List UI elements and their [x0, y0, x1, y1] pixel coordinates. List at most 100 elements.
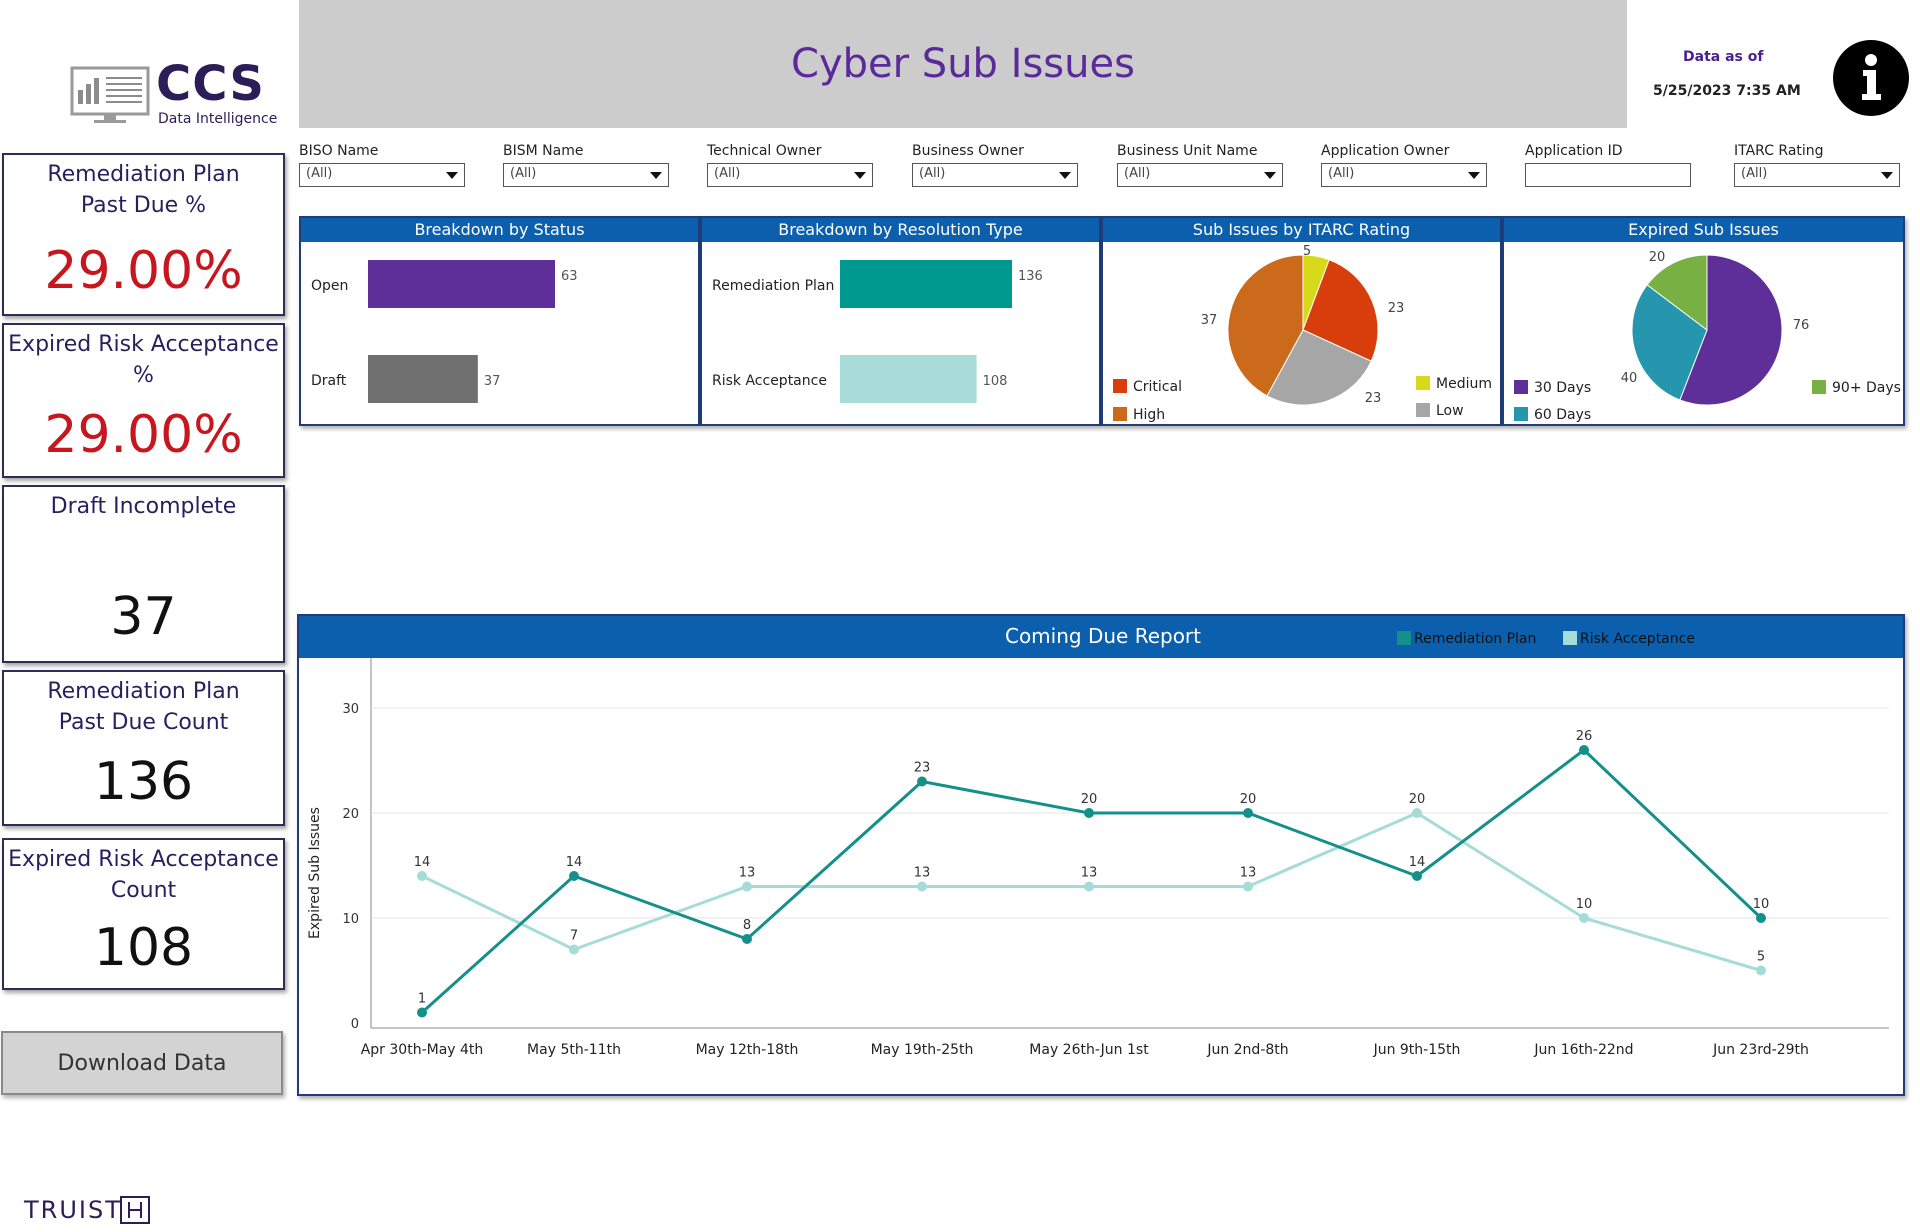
data-point[interactable]: [417, 871, 427, 881]
legend-label: Remediation Plan: [1414, 631, 1537, 647]
bar[interactable]: [840, 355, 977, 403]
legend-swatch: [1113, 379, 1127, 393]
data-point[interactable]: [1243, 881, 1253, 892]
filter-dropdown[interactable]: (All): [1117, 163, 1283, 187]
bar-value-label: 37: [484, 374, 501, 389]
filter-dropdown[interactable]: (All): [1734, 163, 1900, 187]
chevron-down-icon: [650, 172, 662, 179]
kpi-title: Expired Risk Acceptance%: [8, 332, 279, 388]
legend-item-remediation-plan[interactable]: Remediation Plan: [1397, 631, 1536, 647]
legend-label: High: [1133, 407, 1165, 423]
data-point[interactable]: [1412, 871, 1422, 881]
filter-dropdown[interactable]: (All): [299, 163, 465, 187]
filter-input[interactable]: [1525, 163, 1691, 187]
bar[interactable]: [368, 355, 478, 403]
bar[interactable]: [840, 260, 1012, 308]
legend-label: 30 Days: [1534, 380, 1591, 396]
data-point[interactable]: [1084, 881, 1094, 892]
filter-dropdown[interactable]: (All): [707, 163, 873, 187]
data-label: 23: [914, 761, 931, 776]
y-tick-label: 10: [342, 912, 359, 927]
download-data-button[interactable]: Download Data: [1, 1031, 283, 1095]
chevron-down-icon: [854, 172, 866, 179]
chevron-down-icon: [1468, 172, 1480, 179]
pie-value-label: 40: [1621, 371, 1638, 386]
data-label: 8: [743, 918, 751, 933]
filter-application-owner: Application Owner (All): [1321, 143, 1487, 187]
data-point[interactable]: [1412, 808, 1422, 818]
series-line[interactable]: [420, 748, 1763, 1014]
coming-due-report-panel: Coming Due Report Remediation Plan Risk …: [297, 614, 1905, 1096]
filter-dropdown[interactable]: (All): [912, 163, 1078, 187]
data-as-of-value: 5/25/2023 7:35 AM: [1653, 83, 1801, 99]
kpi-value: 37: [110, 587, 177, 647]
x-tick-label: May 26th-Jun 1st: [1029, 1042, 1149, 1058]
data-point[interactable]: [1243, 808, 1253, 818]
data-label: 20: [1240, 792, 1257, 807]
kpi-title: Remediation Plan Past Due %: [47, 162, 240, 218]
data-point[interactable]: [917, 881, 927, 892]
filter-label: Application ID: [1525, 143, 1623, 159]
bar-category-label: Open: [311, 278, 348, 294]
legend-label: Medium: [1436, 376, 1492, 392]
pie-slice[interactable]: [1646, 254, 1708, 332]
data-point[interactable]: [417, 1007, 427, 1018]
panel-title: Expired Sub Issues: [1504, 218, 1903, 242]
filter-label: Application Owner: [1321, 143, 1450, 159]
legend-swatch: [1416, 403, 1430, 417]
data-point[interactable]: [1756, 913, 1766, 923]
expired-sub-issues-panel: Expired Sub Issues 76 40 20 30 Days 60 Days 9…: [1502, 216, 1905, 426]
filter-value: (All): [1328, 166, 1355, 181]
data-label: 13: [1081, 866, 1098, 881]
info-button[interactable]: [1833, 40, 1909, 116]
kpi-title: Remediation Plan Past Due Count: [47, 679, 240, 735]
kpi-title: Draft Incomplete: [50, 494, 237, 519]
filter-dropdown[interactable]: (All): [1321, 163, 1487, 187]
pie-slice[interactable]: [1227, 254, 1304, 397]
info-icon: [1862, 54, 1881, 100]
legend-label: Risk Acceptance: [1580, 631, 1695, 647]
data-point[interactable]: [1579, 745, 1589, 755]
data-label: 13: [914, 866, 931, 881]
bar-category-label: Draft: [311, 373, 347, 389]
data-point[interactable]: [742, 881, 752, 892]
data-label: 14: [1409, 855, 1426, 870]
legend-item-risk-acceptance[interactable]: Risk Acceptance: [1563, 631, 1695, 647]
legend-swatch: [1563, 631, 1577, 645]
data-point[interactable]: [569, 871, 579, 881]
filter-dropdown[interactable]: (All): [503, 163, 669, 187]
series-line[interactable]: [421, 811, 1762, 972]
bar-category-label: Remediation Plan: [712, 278, 834, 294]
data-label: 5: [1757, 950, 1765, 965]
data-point[interactable]: [1579, 913, 1589, 923]
kpi-value: 29.00%: [44, 405, 243, 465]
legend-swatch: [1397, 631, 1411, 645]
chart-title: Coming Due Report: [1004, 624, 1201, 648]
data-point[interactable]: [742, 934, 752, 944]
data-point[interactable]: [917, 776, 927, 787]
pie-value-label: 37: [1201, 313, 1218, 328]
filter-technical-owner: Technical Owner (All): [707, 143, 873, 187]
pie-slice[interactable]: [1302, 259, 1379, 362]
ccs-logo: CCS Data Intelligence: [70, 56, 280, 132]
filter-business-owner: Business Owner (All): [912, 143, 1078, 187]
kpi-draft-incomplete: Draft Incomplete 37: [2, 485, 285, 663]
chart-header: Coming Due Report Remediation Plan Risk …: [299, 616, 1903, 658]
data-point[interactable]: [569, 944, 579, 955]
legend-swatch: [1812, 380, 1826, 394]
legend-label: Low: [1436, 403, 1464, 419]
bar[interactable]: [368, 260, 555, 308]
filter-label: BISO Name: [299, 143, 379, 159]
legend-swatch: [1113, 407, 1127, 421]
truist-logo-icon: [120, 1196, 150, 1224]
data-point[interactable]: [1084, 808, 1094, 818]
pie-value-label: 76: [1793, 318, 1810, 333]
bar-value-label: 63: [561, 269, 578, 284]
data-label: 13: [1240, 866, 1257, 881]
pie-slice[interactable]: [1679, 254, 1783, 406]
bar-value-label: 108: [983, 374, 1008, 389]
x-tick-label: Jun 9th-15th: [1373, 1042, 1461, 1058]
pie-slice[interactable]: [1631, 284, 1708, 401]
y-tick-label: 30: [342, 702, 359, 717]
data-point[interactable]: [1756, 965, 1766, 976]
